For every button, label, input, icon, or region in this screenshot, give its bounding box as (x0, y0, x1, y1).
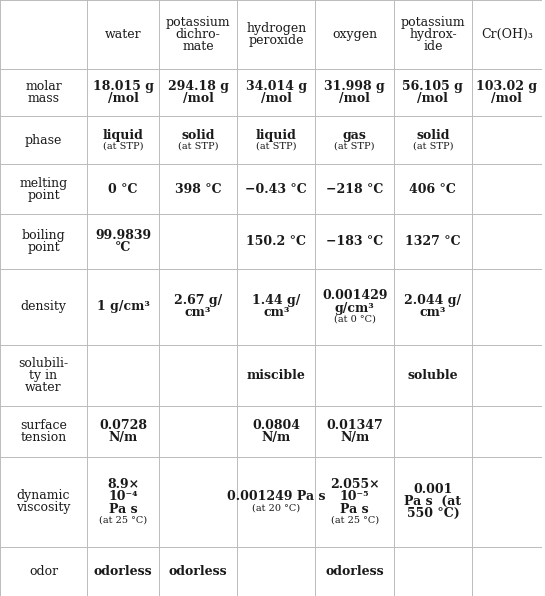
Text: liquid: liquid (102, 129, 143, 142)
Text: (at 25 °C): (at 25 °C) (99, 516, 147, 524)
Text: 18.015 g: 18.015 g (93, 80, 154, 93)
Text: −0.43 °C: −0.43 °C (245, 182, 307, 195)
Text: ty in: ty in (29, 369, 58, 382)
Text: /mol: /mol (107, 92, 138, 105)
Text: 99.9839: 99.9839 (95, 229, 151, 242)
Text: 0 °C: 0 °C (108, 182, 138, 195)
Text: oxygen: oxygen (332, 28, 377, 41)
Text: 0.0804: 0.0804 (252, 418, 300, 432)
Text: point: point (27, 189, 60, 201)
Text: 150.2 °C: 150.2 °C (246, 235, 306, 248)
Text: melting: melting (20, 176, 68, 190)
Text: (at 0 °C): (at 0 °C) (334, 315, 376, 324)
Text: molar: molar (25, 80, 62, 93)
Text: °C: °C (115, 241, 131, 254)
Text: 0.001429: 0.001429 (322, 290, 387, 302)
Text: 0.0728: 0.0728 (99, 418, 147, 432)
Text: solid: solid (416, 129, 450, 142)
Text: 550 °C): 550 °C) (407, 507, 459, 520)
Text: phase: phase (25, 134, 62, 147)
Text: surface: surface (20, 418, 67, 432)
Text: 2.67 g/: 2.67 g/ (174, 294, 222, 307)
Text: water: water (105, 28, 141, 41)
Text: hydrox-: hydrox- (409, 28, 457, 41)
Text: density: density (21, 300, 66, 313)
Text: (at STP): (at STP) (178, 142, 219, 151)
Text: N/m: N/m (108, 431, 138, 444)
Text: (at STP): (at STP) (256, 142, 296, 151)
Text: (at 25 °C): (at 25 °C) (331, 516, 379, 524)
Text: /mol: /mol (261, 92, 292, 105)
Text: soluble: soluble (408, 369, 458, 382)
Text: 1.44 g/: 1.44 g/ (252, 294, 300, 307)
Text: (at STP): (at STP) (103, 142, 143, 151)
Text: 2.055×: 2.055× (330, 478, 379, 491)
Text: 2.044 g/: 2.044 g/ (404, 294, 462, 307)
Text: 294.18 g: 294.18 g (167, 80, 228, 93)
Text: liquid: liquid (256, 129, 297, 142)
Text: (at 20 °C): (at 20 °C) (252, 503, 300, 512)
Text: Pa s: Pa s (340, 502, 369, 516)
Text: Cr(OH)₃: Cr(OH)₃ (481, 28, 532, 41)
Text: g/cm³: g/cm³ (335, 302, 374, 315)
Text: −218 °C: −218 °C (326, 182, 383, 195)
Text: mate: mate (182, 40, 214, 53)
Text: Pa s: Pa s (108, 502, 137, 516)
Text: odorless: odorless (169, 565, 227, 578)
Text: peroxide: peroxide (249, 34, 304, 47)
Text: 10⁻⁵: 10⁻⁵ (340, 491, 370, 504)
Text: 31.998 g: 31.998 g (324, 80, 385, 93)
Text: 10⁻⁴: 10⁻⁴ (108, 491, 138, 504)
Text: hydrogen: hydrogen (246, 21, 306, 35)
Text: 0.001: 0.001 (413, 483, 452, 496)
Text: /mol: /mol (339, 92, 370, 105)
Text: 398 °C: 398 °C (175, 182, 221, 195)
Text: gas: gas (343, 129, 367, 142)
Text: 1327 °C: 1327 °C (405, 235, 461, 248)
Text: dynamic: dynamic (17, 489, 70, 502)
Text: solid: solid (181, 129, 215, 142)
Text: viscosity: viscosity (16, 501, 71, 514)
Text: solubili-: solubili- (19, 356, 69, 370)
Text: /mol: /mol (183, 92, 214, 105)
Text: −183 °C: −183 °C (326, 235, 383, 248)
Text: potassium: potassium (401, 15, 465, 29)
Text: miscible: miscible (247, 369, 306, 382)
Text: cm³: cm³ (263, 306, 289, 319)
Text: N/m: N/m (262, 431, 291, 444)
Text: mass: mass (28, 92, 59, 105)
Text: /mol: /mol (492, 92, 522, 105)
Text: 0.001249 Pa s: 0.001249 Pa s (227, 491, 325, 504)
Text: 406 °C: 406 °C (409, 182, 456, 195)
Text: odor: odor (29, 565, 58, 578)
Text: (at STP): (at STP) (413, 142, 453, 151)
Text: cm³: cm³ (185, 306, 211, 319)
Text: 8.9×: 8.9× (107, 478, 139, 491)
Text: tension: tension (20, 431, 66, 444)
Text: point: point (27, 241, 60, 254)
Text: water: water (25, 381, 62, 394)
Text: Pa s  (at: Pa s (at (404, 495, 462, 508)
Text: 34.014 g: 34.014 g (246, 80, 307, 93)
Text: ide: ide (423, 40, 443, 53)
Text: potassium: potassium (166, 15, 231, 29)
Text: boiling: boiling (22, 229, 65, 242)
Text: 0.01347: 0.01347 (326, 418, 383, 432)
Text: odorless: odorless (325, 565, 384, 578)
Text: 56.105 g: 56.105 g (403, 80, 463, 93)
Text: /mol: /mol (417, 92, 449, 105)
Text: 1 g/cm³: 1 g/cm³ (96, 300, 149, 313)
Text: odorless: odorless (94, 565, 153, 578)
Text: dichro-: dichro- (175, 28, 220, 41)
Text: (at STP): (at STP) (335, 142, 375, 151)
Text: 103.02 g: 103.02 g (476, 80, 537, 93)
Text: N/m: N/m (340, 431, 370, 444)
Text: cm³: cm³ (420, 306, 446, 319)
